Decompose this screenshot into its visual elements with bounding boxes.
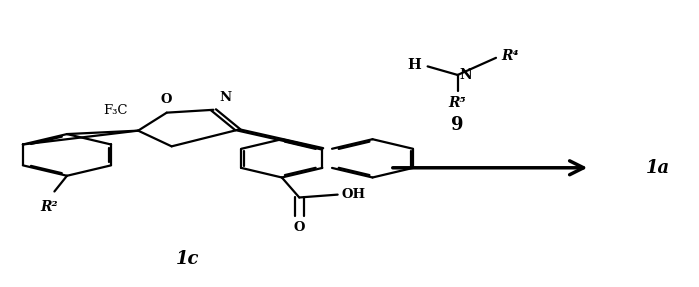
Text: O: O [294,221,305,234]
Text: R⁵: R⁵ [449,96,466,110]
Text: O: O [161,92,173,106]
Text: 9: 9 [452,116,464,134]
Text: N: N [460,68,473,82]
Text: 1a: 1a [646,159,670,177]
Text: R⁴: R⁴ [502,49,519,63]
Text: 1c: 1c [176,250,199,268]
Text: H: H [407,58,421,72]
Text: R²: R² [41,200,58,214]
Text: F₃C: F₃C [103,104,128,117]
Text: N: N [219,90,231,104]
Text: OH: OH [341,188,366,201]
